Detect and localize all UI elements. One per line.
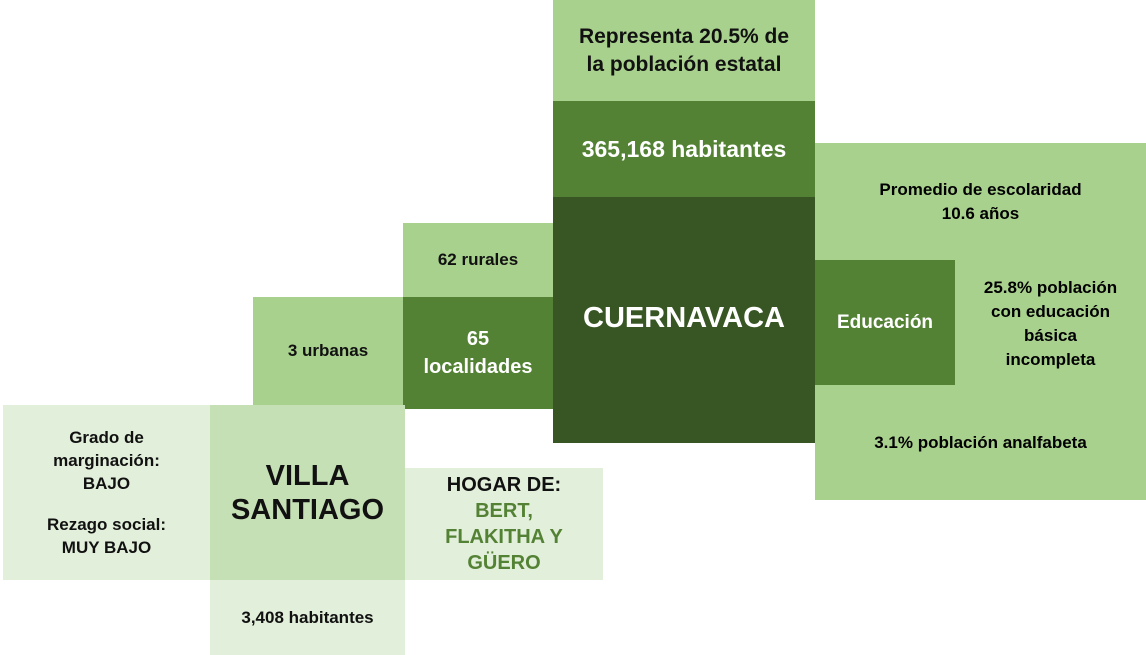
text-line: 3,408 habitantes [241,607,374,627]
text-line: 3 urbanas [287,341,369,360]
text-line: 3.1% población analfabeta [874,433,1087,452]
text-line: GÜERO [467,552,541,574]
text-line: 10.6 años [941,204,1020,223]
marginalization: Grado de marginación: BAJO Rezago social: MU… [3,405,210,580]
text-line: HOGAR DE: [446,474,562,496]
rural: 62 rurales [403,223,553,297]
text-line: SANTIAGO [230,493,385,526]
text-line: VILLA [265,459,350,492]
text-line: marginación: [53,451,160,470]
neighborhood-population: 3,408 habitantes [210,580,405,655]
text-line: localidades [423,356,533,378]
text-line: 62 rurales [437,250,519,269]
population-share: Representa 20.5% de la población estatal [553,0,815,101]
municipality: CUERNAVACA [553,197,815,443]
text-line: básica [1024,326,1077,345]
text-line: FLAKITHA Y [445,526,563,548]
home-title: HOGAR DE: [447,472,561,498]
text-line: BERT, [475,500,533,522]
urban: 3 urbanas [253,297,403,405]
text-line: CUERNAVACA [583,301,785,334]
home-names: BERT, FLAKITHA Y GÜERO [445,498,563,576]
text-line: Rezago social: [46,515,167,534]
text-line: la población estatal [586,52,782,76]
text-line: Representa 20.5% de [578,24,790,48]
text-line: Grado de [69,428,144,447]
neighborhood: VILLA SANTIAGO [210,405,405,580]
text-line: incompleta [1005,350,1096,369]
localities: 65 localidades [403,297,553,409]
text-line: MUY BAJO [61,538,152,557]
text-line: Educación [836,311,934,333]
text-line: 365,168 habitantes [581,135,787,162]
home: HOGAR DE: BERT, FLAKITHA Y GÜERO [405,468,603,580]
education: Educación [815,260,955,385]
text-line: con educación [990,302,1111,321]
population: 365,168 habitantes [553,101,815,197]
illiteracy: 3.1% población analfabeta [815,433,1146,453]
schooling: Promedio de escolaridad 10.6 años [815,178,1146,226]
text-line: 25.8% población [983,278,1118,297]
basic-education: 25.8% población con educación básica incomp… [955,276,1146,372]
text-line: 65 [466,328,490,350]
text-line: BAJO [82,474,131,493]
text-line: Promedio de escolaridad [879,180,1082,199]
